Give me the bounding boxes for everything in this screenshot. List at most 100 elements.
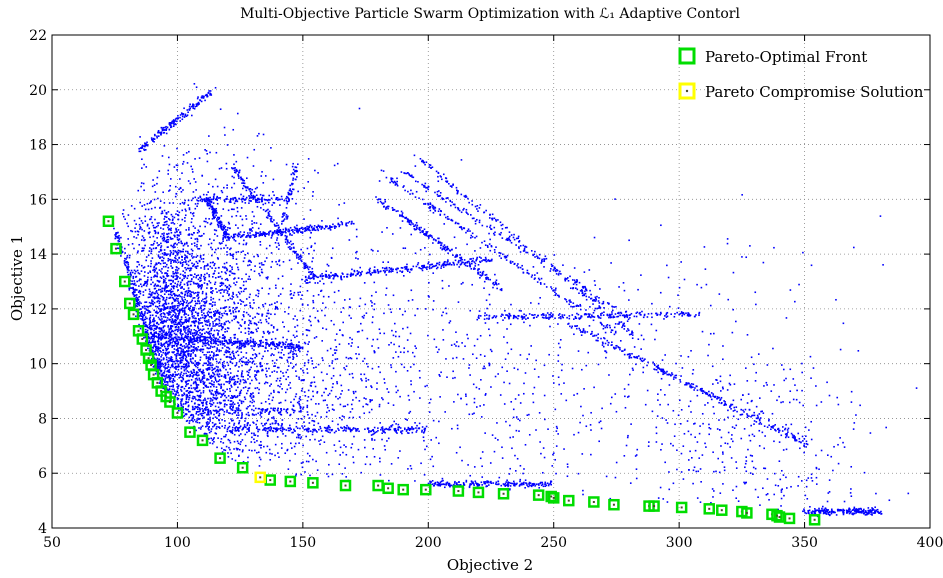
cloud-point xyxy=(176,252,179,255)
cloud-point xyxy=(141,205,143,207)
cloud-point xyxy=(173,341,176,343)
cloud-point xyxy=(187,329,189,331)
cloud-point xyxy=(311,413,313,416)
cloud-point xyxy=(281,388,283,390)
cloud-point xyxy=(152,269,154,272)
cloud-point xyxy=(200,426,202,429)
cloud-point xyxy=(178,294,181,296)
cloud-point xyxy=(481,476,484,478)
cloud-point xyxy=(207,347,210,350)
cloud-point xyxy=(608,374,610,376)
cloud-point xyxy=(196,262,199,265)
cloud-point xyxy=(181,298,183,300)
cloud-point xyxy=(212,325,214,327)
cloud-point xyxy=(165,348,168,351)
cloud-point xyxy=(680,355,682,357)
cloud-point xyxy=(214,314,216,317)
cloud-point xyxy=(215,151,218,154)
cloud-point xyxy=(405,430,408,432)
cloud-point xyxy=(215,392,217,395)
cloud-point xyxy=(149,322,151,325)
cloud-point xyxy=(236,321,239,323)
cloud-point xyxy=(170,290,173,293)
cloud-point xyxy=(237,354,240,357)
cloud-point xyxy=(143,230,146,232)
cloud-point xyxy=(379,474,382,476)
cloud-point xyxy=(170,265,172,267)
cloud-point xyxy=(227,299,229,301)
cloud-point xyxy=(213,424,216,427)
cloud-point xyxy=(249,293,251,296)
cloud-point xyxy=(204,337,207,339)
cloud-point xyxy=(204,276,207,279)
cloud-point xyxy=(333,349,336,351)
cloud-point xyxy=(203,416,205,419)
cloud-point xyxy=(153,226,155,229)
cloud-point xyxy=(249,361,251,363)
cloud-point xyxy=(329,431,331,434)
cloud-point xyxy=(233,154,235,156)
cloud-point xyxy=(149,342,152,344)
cloud-point xyxy=(609,402,612,405)
cloud-point xyxy=(165,367,168,369)
cloud-point xyxy=(179,202,182,205)
cloud-point xyxy=(169,283,172,285)
cloud-point xyxy=(181,307,184,310)
cloud-point xyxy=(222,208,225,210)
cloud-point xyxy=(180,356,183,359)
cloud-point xyxy=(155,328,157,330)
cloud-point xyxy=(281,426,284,429)
cloud-point xyxy=(251,230,253,232)
cloud-point xyxy=(238,399,241,402)
cloud-point xyxy=(190,165,192,168)
cloud-point xyxy=(173,298,175,301)
cloud-point xyxy=(260,416,263,418)
cloud-point xyxy=(464,345,466,348)
cloud-point xyxy=(232,253,235,256)
cloud-point xyxy=(265,375,268,378)
cloud-point xyxy=(252,353,254,356)
cloud-point xyxy=(156,336,158,338)
cloud-point xyxy=(705,283,708,286)
cloud-point xyxy=(351,342,353,344)
cloud-point xyxy=(194,334,196,337)
cloud-point xyxy=(253,441,256,444)
cloud-point xyxy=(217,334,219,336)
cloud-point xyxy=(175,257,177,260)
cloud-point xyxy=(402,275,405,277)
cloud-point xyxy=(272,178,275,181)
cloud-point xyxy=(176,210,179,212)
cloud-point xyxy=(244,379,246,382)
cloud-point xyxy=(228,380,231,383)
cloud-point xyxy=(238,242,241,245)
cloud-point xyxy=(328,426,330,428)
cloud-point xyxy=(249,278,251,281)
cloud-point xyxy=(141,247,144,249)
cloud-point xyxy=(218,419,220,422)
cloud-point xyxy=(219,368,221,371)
cloud-point xyxy=(170,237,172,240)
cloud-point xyxy=(678,286,681,289)
cloud-point xyxy=(406,370,409,372)
cloud-point xyxy=(249,315,251,317)
cloud-point xyxy=(172,330,175,333)
cloud-point xyxy=(201,414,204,417)
cloud-point xyxy=(195,420,197,423)
cloud-point xyxy=(174,278,177,281)
cloud-point xyxy=(289,459,291,462)
cloud-point xyxy=(153,287,156,290)
cloud-point xyxy=(237,417,239,419)
cloud-point xyxy=(171,388,174,391)
cloud-point xyxy=(181,308,183,310)
cloud-point xyxy=(171,301,174,304)
cloud-point xyxy=(192,291,194,294)
cloud-point xyxy=(189,309,191,312)
cloud-point xyxy=(193,256,195,258)
cloud-point xyxy=(232,352,235,355)
cloud-point xyxy=(211,399,214,401)
cloud-point xyxy=(395,370,397,373)
cloud-point xyxy=(638,323,641,325)
cloud-point xyxy=(232,405,234,407)
cloud-point xyxy=(429,203,432,206)
cloud-point xyxy=(183,288,185,290)
